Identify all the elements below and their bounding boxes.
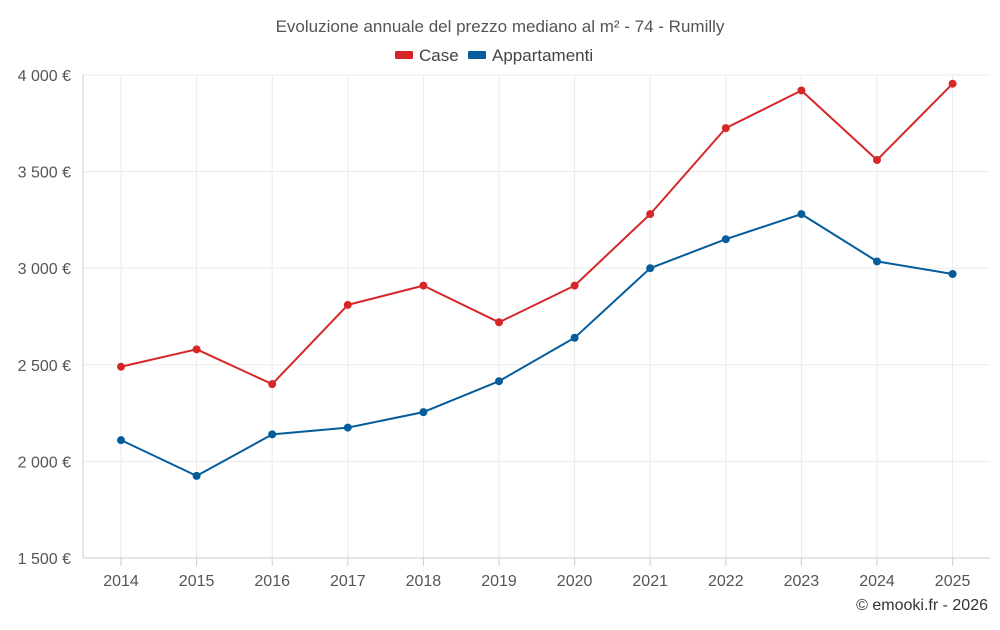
data-point-case[interactable]: [721, 124, 730, 133]
x-tick-label: 2015: [179, 573, 215, 590]
data-point-case[interactable]: [192, 345, 201, 354]
x-tick-label: 2014: [103, 573, 139, 590]
data-point-case[interactable]: [570, 281, 579, 290]
x-tick-label: 2021: [632, 573, 668, 590]
data-point-appartamenti[interactable]: [646, 264, 655, 273]
data-point-case[interactable]: [268, 380, 277, 389]
x-tick-label: 2020: [557, 573, 593, 590]
data-point-appartamenti[interactable]: [495, 377, 503, 386]
data-point-case[interactable]: [495, 318, 503, 327]
data-point-case[interactable]: [873, 156, 881, 165]
x-tick-label: 2024: [859, 573, 895, 590]
data-point-case[interactable]: [343, 300, 352, 309]
y-tick-label: 4 000 €: [18, 68, 71, 85]
data-point-case[interactable]: [419, 281, 428, 290]
data-point-case[interactable]: [948, 79, 957, 88]
x-tick-label: 2017: [330, 573, 366, 590]
x-tick-label: 2018: [406, 573, 442, 590]
data-point-appartamenti[interactable]: [797, 210, 806, 219]
series: [117, 79, 957, 480]
legend-label-appartamenti: Appartamenti: [492, 46, 593, 65]
data-point-appartamenti[interactable]: [343, 423, 352, 432]
x-tick-label: 2025: [935, 573, 971, 590]
data-point-appartamenti[interactable]: [268, 430, 277, 439]
chart-title: Evoluzione annuale del prezzo mediano al…: [276, 17, 725, 36]
legend-label-case: Case: [419, 46, 459, 65]
y-tick-label: 2 500 €: [18, 358, 71, 375]
data-point-case[interactable]: [646, 210, 655, 219]
legend-item-appartamenti[interactable]: Appartamenti: [468, 46, 593, 65]
x-tick-label: 2023: [784, 573, 820, 590]
x-tick-label: 2019: [481, 573, 517, 590]
legend[interactable]: Case Appartamenti: [395, 46, 593, 65]
legend-swatch-appartamenti: [468, 51, 486, 59]
y-tick-label: 1 500 €: [18, 551, 71, 568]
chart-credit: © emooki.fr - 2026: [856, 597, 988, 614]
data-point-case[interactable]: [797, 86, 806, 95]
data-point-appartamenti[interactable]: [873, 257, 881, 266]
data-point-appartamenti[interactable]: [117, 436, 125, 445]
legend-item-case[interactable]: Case: [395, 46, 459, 65]
data-point-case[interactable]: [117, 362, 125, 371]
data-point-appartamenti[interactable]: [570, 333, 579, 342]
data-point-appartamenti[interactable]: [721, 235, 730, 244]
y-tick-label: 3 500 €: [18, 165, 71, 182]
data-point-appartamenti[interactable]: [419, 408, 428, 417]
grid: [83, 74, 990, 558]
x-tick-label: 2016: [254, 573, 290, 590]
x-tick-label: 2022: [708, 573, 744, 590]
legend-swatch-case: [395, 51, 413, 59]
data-point-appartamenti[interactable]: [948, 269, 957, 278]
series-line-case: [120, 82, 954, 386]
data-point-appartamenti[interactable]: [192, 471, 201, 480]
y-tick-label: 2 000 €: [18, 454, 71, 471]
series-appartamenti[interactable]: [117, 210, 957, 480]
series-case[interactable]: [117, 79, 957, 389]
series-line-appartamenti: [120, 213, 953, 477]
axes: 1 500 € 2 000 € 2 500 € 3 000 € 3 500 € 4 000…: [18, 68, 990, 590]
y-tick-label: 3 000 €: [18, 261, 71, 278]
